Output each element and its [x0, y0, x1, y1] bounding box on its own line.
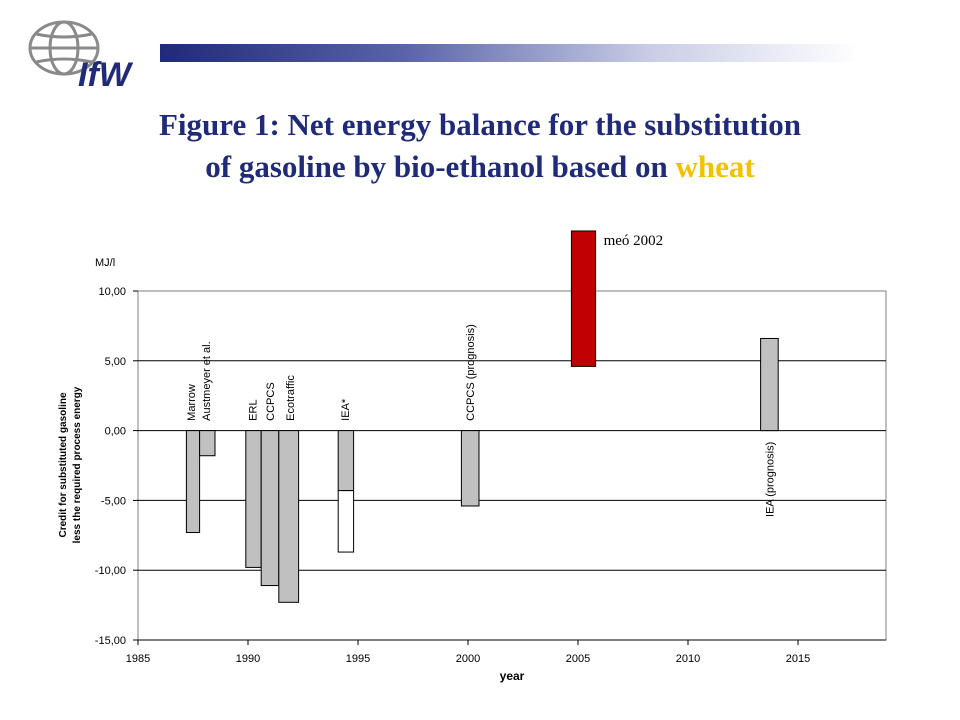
bar-label-marrow: Marrow — [186, 384, 198, 421]
y-unit-label: MJ/l — [95, 257, 115, 269]
x-tick-label: 1995 — [346, 653, 370, 665]
bar-erl — [245, 430, 262, 568]
y-axis-label-line-2: less the required process energy — [72, 386, 83, 543]
x-tick-label: 2010 — [676, 653, 700, 665]
x-tick-label: 2015 — [786, 653, 810, 665]
x-tick-label: 1985 — [126, 653, 150, 665]
title-line-1: Figure 1: Net energy balance for the sub… — [158, 107, 802, 142]
bar-iea-prognosis — [760, 337, 779, 432]
header-gradient-bar — [160, 44, 860, 62]
bar-me-2002 — [570, 230, 597, 367]
bar-iea-range-6 — [337, 490, 355, 553]
bar-label-erl: ERL — [247, 399, 259, 420]
page-title: Figure 1: Net energy balance for the sub… — [60, 104, 900, 188]
y-axis-label-line-1: Credit for substituted gasoline — [58, 392, 69, 537]
title-line-2: of gasoline by bio-ethanol based on whea… — [60, 146, 900, 188]
ifw-logo: IfW — [28, 20, 134, 94]
bar-ecotraffic — [278, 430, 300, 603]
bar-ccpcs-prognosis — [460, 430, 480, 507]
y-tick-label: -15,00 — [95, 635, 126, 647]
y-tick-label: 0,00 — [105, 426, 126, 438]
y-tick-label: 5,00 — [105, 356, 126, 368]
logo-text: IfW — [78, 56, 134, 94]
bar-label-ccpcs: CCPCS — [265, 382, 277, 421]
y-tick-label: -5,00 — [101, 495, 126, 507]
bar-label-iea-prognosis: IEA (prognosis) — [764, 442, 776, 517]
bar-austmeyer-et-al — [199, 430, 216, 457]
bar-label-iea: IEA* — [340, 398, 352, 421]
bar-label-ccpcs-prognosis: CCPCS (prognosis) — [465, 324, 477, 421]
y-tick-label: -10,00 — [95, 565, 126, 577]
y-tick-label: 10,00 — [98, 286, 126, 298]
bar-ccpcs — [260, 430, 280, 587]
title-line-2-prefix: of gasoline by bio-ethanol based on — [205, 149, 676, 184]
bar-label-austmeyer-et-al: Austmeyer et al. — [201, 341, 213, 420]
x-tick-label: 2005 — [566, 653, 590, 665]
bar-iea — [337, 430, 355, 492]
bar-marrow — [185, 430, 201, 534]
x-tick-label: 2000 — [456, 653, 480, 665]
bar-label-ecotraffic: Ecotraffic — [285, 375, 297, 421]
x-tick-label: 1990 — [236, 653, 260, 665]
title-highlight: wheat — [675, 149, 755, 184]
bar-label-meo-2002: meó 2002 — [604, 233, 664, 249]
x-axis-label: year — [500, 669, 525, 683]
globe-icon — [28, 20, 100, 76]
